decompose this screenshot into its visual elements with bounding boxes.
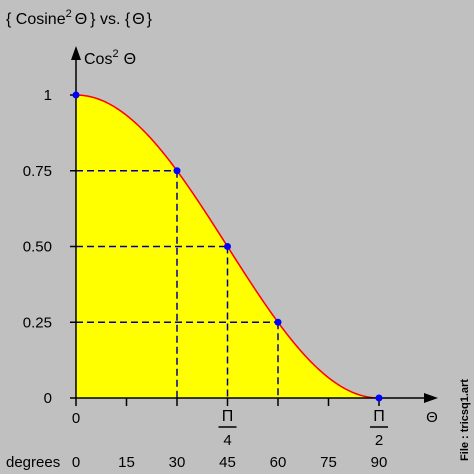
title-close: } vs. { [90,11,131,28]
degree-label-1: 15 [118,454,135,471]
title-sup: 2 [66,8,72,20]
ylabel-text: Cos [84,51,112,68]
data-points [72,91,383,402]
y-tick-label-2: 0.50 [23,239,52,256]
title-theta: Θ [75,11,87,28]
data-point-1 [173,167,181,175]
radian-numerator-2: Π [373,408,385,425]
y-tick-label-4: 1 [44,87,52,104]
y-ticks: 0 0.25 0.50 0.75 1 [23,87,76,407]
y-axis-label: Cos2 Θ [84,48,136,68]
title-theta-2: Θ [132,11,144,28]
radian-label-0: 0 [72,410,80,427]
y-tick-label-1: 0.25 [23,314,52,331]
y-axis-arrow-icon [71,46,81,60]
y-tick-label-3: 0.75 [23,163,52,180]
radian-numerator-1: Π [222,408,234,425]
chart-title: { Cosine2 Θ} vs. {Θ} [6,8,153,28]
x-ticks [75,398,380,406]
y-tick-label-0: 0 [44,390,52,407]
degree-label-3: 45 [219,454,236,471]
x-axis-label: Θ [426,409,438,426]
ylabel-theta: Θ [124,51,136,68]
ylabel-sup: 2 [112,48,118,60]
degree-label-5: 75 [320,454,337,471]
data-point-3 [274,318,282,326]
radian-denominator-1: 4 [223,432,231,449]
radian-denominator-2: 2 [375,432,383,449]
file-label: File : tricsq1.art [459,379,471,461]
degree-label-0: 0 [72,454,80,471]
data-point-0 [72,91,80,99]
x-axis-arrow-icon [424,393,438,403]
data-point-2 [224,243,231,250]
data-point-4 [375,394,383,402]
degree-label-4: 60 [270,454,287,471]
degree-label-6: 90 [371,454,388,471]
degrees-label: degrees [6,454,60,471]
degree-label-2: 30 [169,454,186,471]
radian-labels: 0 Π 4 Π 2 [72,408,388,449]
title-open: { Cosine [6,11,66,28]
title-end: } [147,11,153,28]
degree-labels: 0 15 30 45 60 75 90 [72,454,388,471]
guide-lines [76,170,279,398]
